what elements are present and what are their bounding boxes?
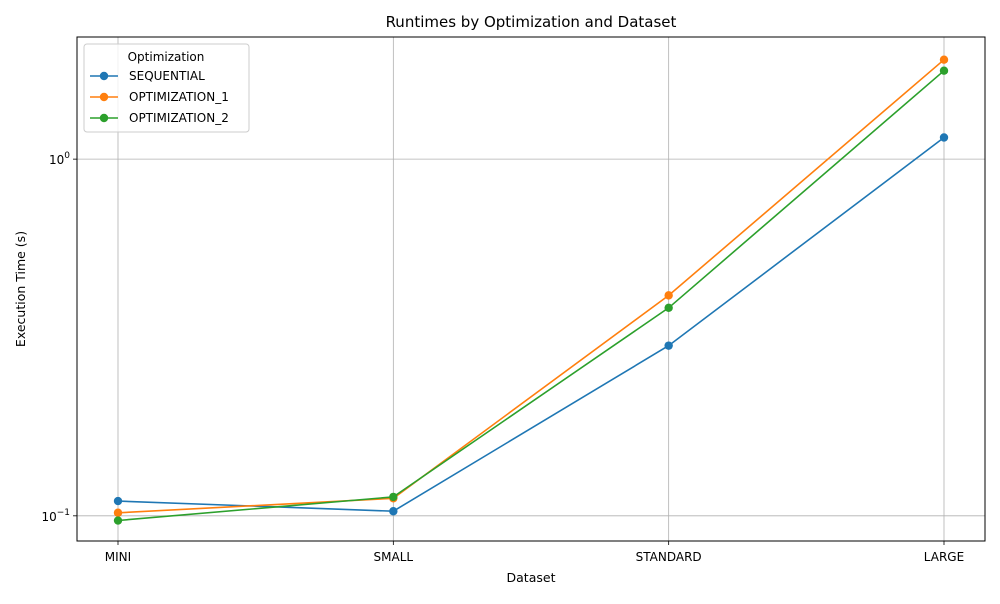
y-tick-label: 100	[49, 151, 70, 167]
data-point	[389, 507, 398, 516]
data-point	[113, 508, 123, 517]
x-axis-ticks: MINI SMALL STANDARD LARGE	[105, 541, 964, 564]
legend-entry-label: OPTIMIZATION_1	[129, 90, 229, 104]
data-point	[113, 516, 123, 525]
legend-swatch-marker	[99, 113, 109, 123]
x-tick-label: STANDARD	[636, 550, 702, 564]
legend-swatch-marker	[99, 71, 109, 81]
legend-entry-label: SEQUENTIAL	[129, 69, 205, 83]
legend: Optimization SEQUENTIAL OPTIMIZATION_1 OPT…	[83, 43, 250, 133]
series-layer	[113, 55, 949, 525]
data-point	[389, 492, 398, 502]
x-tick-label: SMALL	[374, 550, 414, 564]
data-point	[939, 133, 949, 142]
data-point	[939, 55, 949, 64]
data-point	[664, 291, 673, 300]
x-tick-label: LARGE	[924, 550, 964, 564]
series-line	[117, 70, 945, 522]
legend-swatch-marker	[99, 92, 109, 102]
data-point	[939, 66, 949, 75]
series-line	[117, 59, 945, 514]
y-tick-label: 10−1	[41, 508, 70, 524]
y-axis-ticks: 10−1 100	[41, 151, 77, 524]
data-point	[664, 303, 673, 313]
chart-title: Runtimes by Optimization and Dataset	[386, 13, 677, 31]
legend-entry-label: OPTIMIZATION_2	[129, 111, 229, 125]
plot-frame	[76, 36, 986, 542]
x-tick-label: MINI	[105, 550, 131, 564]
y-axis-label: Execution Time (s)	[13, 231, 28, 347]
legend-title: Optimization	[128, 50, 205, 64]
data-point	[113, 496, 123, 506]
x-axis-label: Dataset	[507, 570, 556, 585]
grid	[77, 37, 985, 541]
series-line	[117, 136, 945, 513]
legend-box	[83, 43, 250, 133]
data-point	[664, 341, 673, 350]
